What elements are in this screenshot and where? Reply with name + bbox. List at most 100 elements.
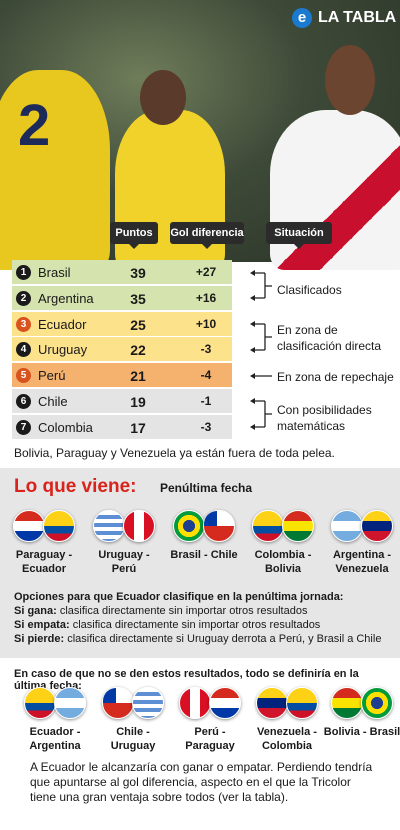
match-label: Ecuador - Argentina (29, 726, 81, 752)
flag (93, 510, 125, 542)
situation: Clasificados (277, 283, 342, 297)
flag (331, 510, 363, 542)
flag (331, 687, 363, 719)
team: Colombia (38, 419, 93, 435)
goal-difference: +16 (195, 290, 217, 305)
situation: En zona de repechaje (277, 370, 394, 384)
team: Chile (38, 394, 68, 409)
section-subtitle: Penúltima fecha (160, 481, 253, 495)
option: Si gana: clasifica directamente sin impo… (14, 604, 394, 618)
option-label: Si gana: (14, 605, 57, 617)
option-text: clasifica directamente sin importar otro… (59, 605, 308, 617)
decoration (252, 400, 272, 428)
option: Si pierde: clasifica directamente si Uru… (14, 632, 394, 646)
flag (361, 687, 393, 719)
match-label: Paraguay - Ecuador (15, 549, 73, 575)
standings-row: 4 Uruguay 22 -3 (12, 337, 232, 363)
rank: 5 (16, 368, 31, 384)
flag (209, 687, 241, 719)
goal-difference: -1 (200, 394, 212, 408)
flag (13, 510, 45, 542)
flag (123, 510, 155, 542)
section-title: Lo que viene: (14, 476, 137, 497)
rank: 3 (16, 316, 31, 332)
rank: 4 (16, 342, 31, 358)
rank: 1 (16, 265, 31, 280)
closing-text: A Ecuador le alcanzaría con ganar o empa… (30, 760, 373, 804)
match-label: Colombia - Bolivia (254, 549, 312, 575)
rank: 6 (16, 394, 31, 409)
standings-row: 6 Chile 19 -1 (12, 389, 232, 414)
decoration (250, 270, 255, 430)
goal-difference: -3 (200, 342, 212, 357)
decoration (252, 272, 272, 299)
decoration (252, 323, 272, 351)
flag (256, 687, 288, 719)
match-label: Argentina - Venezuela (332, 549, 392, 575)
team: Perú (38, 368, 66, 384)
option-label: Si pierde: (14, 633, 65, 645)
flag (24, 687, 56, 719)
option: Si empata: clasifica directamente sin im… (14, 618, 394, 632)
standings-row: 5 Perú 21 -4 (12, 363, 232, 389)
points: 22 (130, 342, 146, 359)
flag (361, 510, 393, 542)
flag (43, 510, 75, 542)
points: 21 (130, 368, 146, 385)
flag (173, 510, 205, 542)
column-header: Puntos (110, 222, 158, 249)
goal-difference: -4 (200, 368, 212, 383)
player-head (325, 45, 375, 115)
flag (102, 687, 134, 719)
column-header: Gol diferencia (170, 222, 244, 249)
option-text: clasifica directamente sin importar otro… (72, 619, 321, 631)
goal-difference: +27 (195, 265, 217, 279)
next-section (0, 468, 400, 658)
standings-row: 2 Argentina 35 +16 (12, 285, 232, 311)
situation: En zona de clasificación directa (277, 323, 382, 353)
flag (286, 687, 318, 719)
goal-difference: -3 (200, 419, 212, 434)
player (0, 70, 110, 270)
match-label: Chile - Uruguay (110, 726, 156, 752)
match-label: Perú - Paraguay (185, 726, 235, 752)
standings-row: 7 Colombia 17 -3 (12, 414, 232, 440)
match-label: Brasil - Chile (170, 549, 238, 561)
points: 35 (130, 290, 146, 307)
flag (132, 687, 164, 719)
standings-row: 1 Brasil 39 +27 (12, 260, 232, 285)
decoration (252, 272, 272, 428)
flag (282, 510, 314, 542)
points: 25 (130, 316, 146, 333)
team: Uruguay (38, 342, 88, 358)
flag (252, 510, 284, 542)
flag (54, 687, 86, 719)
team: Argentina (38, 290, 94, 306)
flag (203, 510, 235, 542)
points: 19 (130, 394, 146, 410)
flag (179, 687, 211, 719)
points: 39 (130, 265, 146, 281)
jersey-number: 2 (18, 93, 51, 158)
goal-difference: +10 (195, 316, 217, 331)
option-text: clasifica directamente si Uruguay derrot… (67, 633, 382, 645)
note: Bolivia, Paraguay y Venezuela ya están f… (14, 446, 335, 460)
match-label: Bolivia - Brasil (323, 726, 400, 738)
rank: 2 (16, 290, 31, 306)
option-label: Si empata: (14, 619, 70, 631)
decoration (250, 270, 255, 430)
brackets (250, 270, 272, 430)
player (270, 110, 400, 270)
team: Ecuador (38, 316, 87, 332)
rank: 7 (16, 419, 31, 435)
situation: Con posibilidades matemáticas (277, 403, 372, 433)
team: Brasil (38, 265, 71, 280)
brand: LA TABLA (318, 9, 397, 26)
points: 17 (130, 419, 146, 436)
standings-row: 3 Ecuador 25 +10 (12, 311, 232, 337)
logo: e (292, 8, 312, 28)
match-label: Venezuela - Colombia (257, 726, 317, 752)
player-head (140, 70, 186, 125)
column-header: Situación (266, 222, 332, 249)
